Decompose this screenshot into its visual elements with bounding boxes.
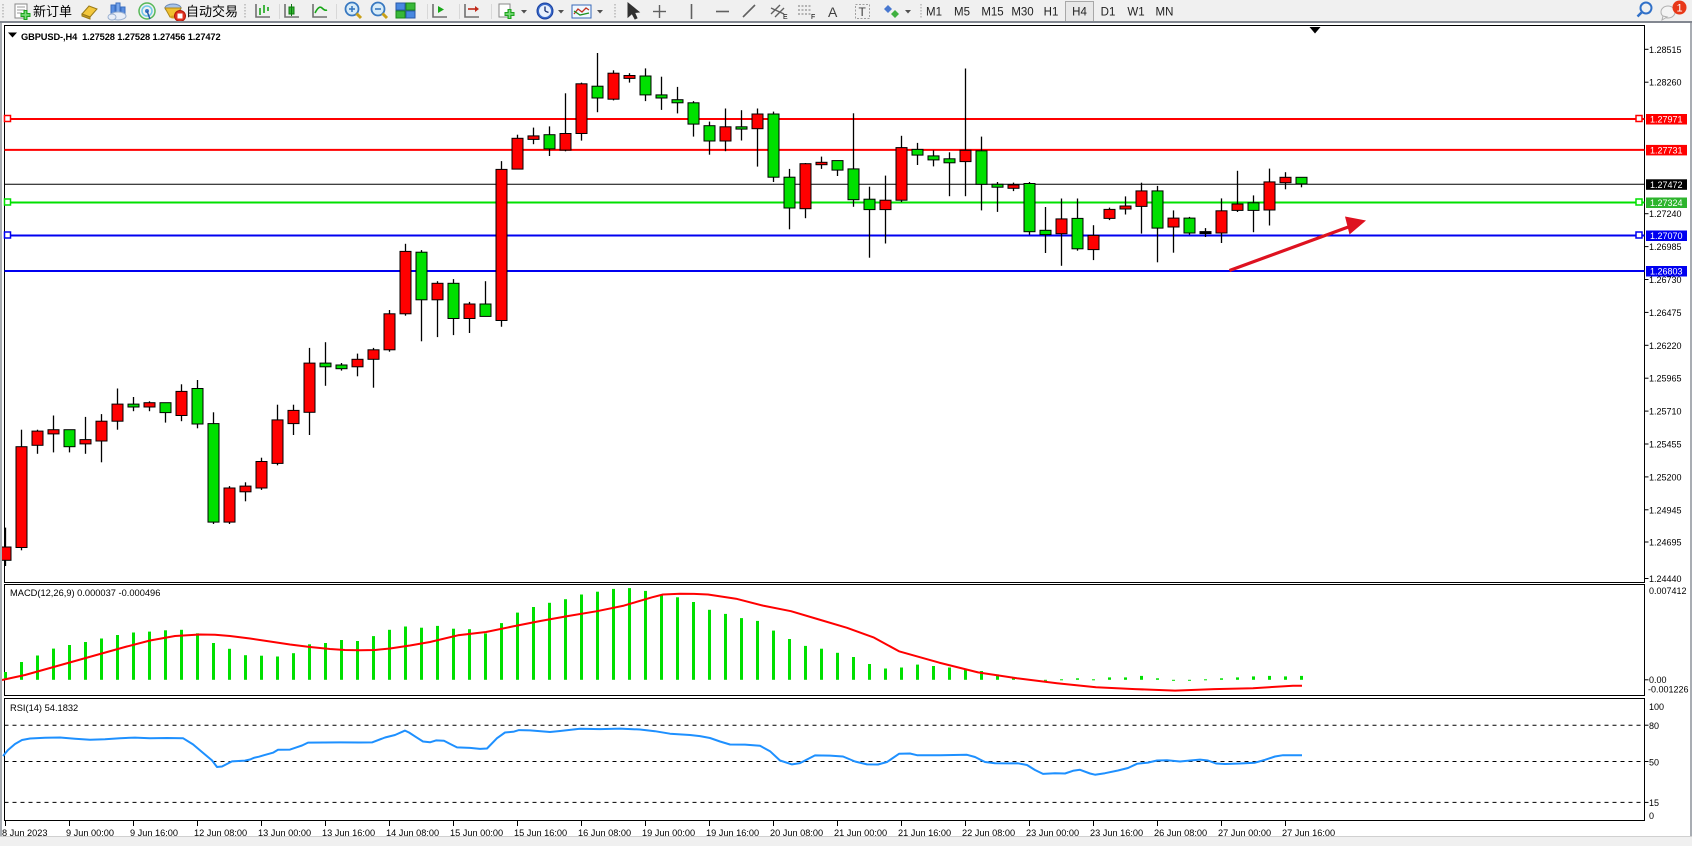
svg-text:12 Jun 08:00: 12 Jun 08:00 xyxy=(194,828,247,838)
svg-text:E: E xyxy=(783,14,788,21)
svg-text:自动交易: 自动交易 xyxy=(186,4,238,19)
svg-text:19 Jun 16:00: 19 Jun 16:00 xyxy=(706,828,759,838)
svg-text:27 Jun 00:00: 27 Jun 00:00 xyxy=(1218,828,1271,838)
svg-text:1.27472: 1.27472 xyxy=(1650,180,1683,190)
svg-text:22 Jun 08:00: 22 Jun 08:00 xyxy=(962,828,1015,838)
svg-text:21 Jun 00:00: 21 Jun 00:00 xyxy=(834,828,887,838)
svg-text:1.27324: 1.27324 xyxy=(1650,198,1683,208)
svg-text:21 Jun 16:00: 21 Jun 16:00 xyxy=(898,828,951,838)
svg-text:8 Jun 2023: 8 Jun 2023 xyxy=(2,828,47,838)
svg-text:1.26803: 1.26803 xyxy=(1650,267,1683,277)
svg-text:M1: M1 xyxy=(926,7,942,19)
svg-text:0: 0 xyxy=(1649,811,1654,821)
svg-text:M5: M5 xyxy=(954,7,970,19)
svg-text:GBPUSD-,H4 1.27528 1.27528 1.: GBPUSD-,H4 1.27528 1.27528 1.27456 1.274… xyxy=(21,32,221,42)
svg-text:1.26475: 1.26475 xyxy=(1649,308,1682,318)
svg-text:50: 50 xyxy=(1649,758,1659,768)
svg-text:H4: H4 xyxy=(1072,7,1087,19)
svg-text:1: 1 xyxy=(1676,3,1682,15)
svg-text:23 Jun 00:00: 23 Jun 00:00 xyxy=(1026,828,1079,838)
svg-text:16 Jun 08:00: 16 Jun 08:00 xyxy=(578,828,631,838)
svg-text:14 Jun 08:00: 14 Jun 08:00 xyxy=(386,828,439,838)
svg-text:100: 100 xyxy=(1649,702,1664,712)
svg-text:13 Jun 16:00: 13 Jun 16:00 xyxy=(322,828,375,838)
svg-text:20 Jun 08:00: 20 Jun 08:00 xyxy=(770,828,823,838)
svg-text:新订单: 新订单 xyxy=(33,4,72,19)
svg-text:F: F xyxy=(811,14,815,21)
svg-text:A: A xyxy=(828,4,838,20)
svg-text:15: 15 xyxy=(1649,798,1659,808)
svg-text:80: 80 xyxy=(1649,721,1659,731)
svg-text:1.26985: 1.26985 xyxy=(1649,242,1682,252)
svg-text:26 Jun 08:00: 26 Jun 08:00 xyxy=(1154,828,1207,838)
svg-text:1.25710: 1.25710 xyxy=(1649,407,1682,417)
svg-text:1.27731: 1.27731 xyxy=(1650,145,1683,155)
svg-text:23 Jun 16:00: 23 Jun 16:00 xyxy=(1090,828,1143,838)
svg-text:1.26730: 1.26730 xyxy=(1649,275,1682,285)
svg-text:MN: MN xyxy=(1156,7,1174,19)
svg-text:M15: M15 xyxy=(981,7,1003,19)
svg-text:1.25455: 1.25455 xyxy=(1649,440,1682,450)
svg-text:13 Jun 00:00: 13 Jun 00:00 xyxy=(258,828,311,838)
svg-text:1.24440: 1.24440 xyxy=(1649,574,1682,584)
svg-text:9 Jun 16:00: 9 Jun 16:00 xyxy=(130,828,178,838)
svg-text:MACD(12,26,9) 0.000037 -0.0004: MACD(12,26,9) 0.000037 -0.000496 xyxy=(10,588,160,598)
svg-text:RSI(14) 54.1832: RSI(14) 54.1832 xyxy=(10,703,78,713)
svg-text:1.27240: 1.27240 xyxy=(1649,209,1682,219)
svg-text:T: T xyxy=(859,5,867,19)
svg-text:15 Jun 00:00: 15 Jun 00:00 xyxy=(450,828,503,838)
svg-text:1.24695: 1.24695 xyxy=(1649,538,1682,548)
svg-text:27 Jun 16:00: 27 Jun 16:00 xyxy=(1282,828,1335,838)
svg-text:19 Jun 00:00: 19 Jun 00:00 xyxy=(642,828,695,838)
svg-text:15 Jun 16:00: 15 Jun 16:00 xyxy=(514,828,567,838)
svg-text:1.27971: 1.27971 xyxy=(1650,115,1683,125)
svg-text:M30: M30 xyxy=(1011,7,1033,19)
svg-text:0.007412: 0.007412 xyxy=(1649,586,1687,596)
svg-text:1.26220: 1.26220 xyxy=(1649,341,1682,351)
svg-text:W1: W1 xyxy=(1127,7,1144,19)
svg-text:1.28260: 1.28260 xyxy=(1649,78,1682,88)
svg-text:-0.001226: -0.001226 xyxy=(1648,685,1689,695)
svg-text:D1: D1 xyxy=(1101,7,1116,19)
svg-text:1.25965: 1.25965 xyxy=(1649,374,1682,384)
svg-text:1.24945: 1.24945 xyxy=(1649,505,1682,515)
svg-text:0.00: 0.00 xyxy=(1649,675,1667,685)
svg-text:1.25200: 1.25200 xyxy=(1649,472,1682,482)
svg-text:H1: H1 xyxy=(1044,7,1059,19)
svg-text:1.28515: 1.28515 xyxy=(1649,45,1682,55)
svg-text:1.27070: 1.27070 xyxy=(1650,231,1683,241)
svg-text:9 Jun 00:00: 9 Jun 00:00 xyxy=(66,828,114,838)
